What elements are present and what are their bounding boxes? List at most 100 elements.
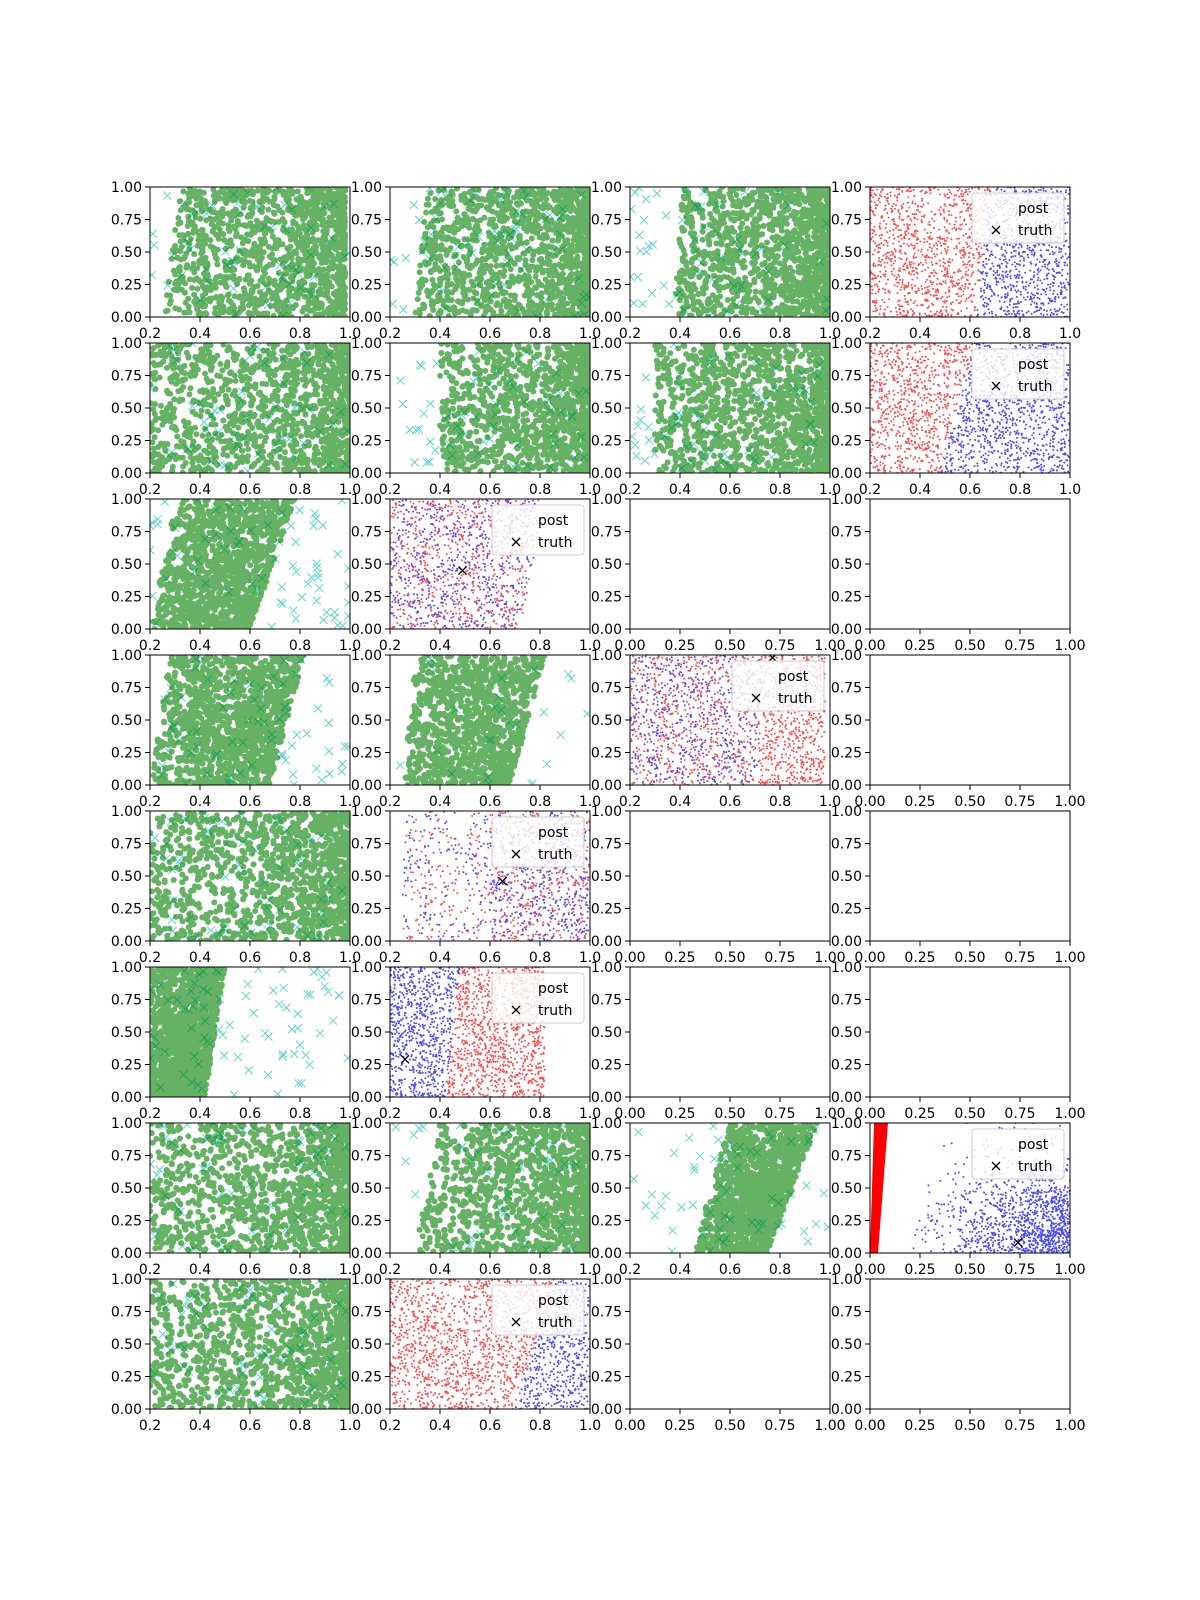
green-point xyxy=(719,187,726,191)
green-point xyxy=(249,198,256,205)
green-point xyxy=(502,245,509,252)
post-point xyxy=(1033,251,1036,254)
post-point xyxy=(871,236,874,239)
post-point xyxy=(891,253,894,256)
post-point xyxy=(874,292,877,295)
post-point xyxy=(900,286,903,289)
green-point xyxy=(789,198,796,205)
green-point xyxy=(501,193,508,200)
green-point xyxy=(533,197,540,204)
green-point xyxy=(256,198,263,205)
green-point xyxy=(578,262,585,269)
green-point xyxy=(502,289,509,296)
green-point xyxy=(180,188,187,195)
post-point xyxy=(930,210,933,213)
green-point xyxy=(754,312,761,317)
green-point xyxy=(801,245,808,252)
post-point xyxy=(911,244,914,247)
post-point xyxy=(1053,300,1056,303)
post-point xyxy=(944,243,947,246)
post-point xyxy=(990,310,993,313)
green-point xyxy=(760,308,767,315)
post-point xyxy=(1044,189,1047,192)
green-point xyxy=(271,257,278,264)
green-point xyxy=(168,255,175,262)
post-point xyxy=(1066,281,1069,284)
green-point xyxy=(808,302,815,309)
green-point xyxy=(254,187,261,194)
green-point xyxy=(286,292,293,299)
post-point xyxy=(1053,261,1056,264)
post-point xyxy=(996,244,999,247)
cyan-cross-point xyxy=(150,240,159,250)
green-point xyxy=(683,213,690,220)
green-point xyxy=(186,309,193,316)
green-point xyxy=(506,203,513,210)
post-point xyxy=(898,281,901,284)
post-point xyxy=(995,283,998,286)
green-point xyxy=(435,265,442,272)
green-point xyxy=(292,212,299,219)
green-point xyxy=(428,209,435,216)
green-point xyxy=(222,245,229,252)
green-point xyxy=(188,265,195,272)
green-point xyxy=(727,187,734,193)
green-point xyxy=(520,187,527,193)
green-point xyxy=(237,187,244,193)
green-point xyxy=(478,195,485,202)
green-point xyxy=(464,243,471,250)
green-point xyxy=(233,279,240,286)
green-point xyxy=(332,187,339,191)
post-point xyxy=(924,312,927,315)
green-point xyxy=(742,279,749,286)
green-point xyxy=(767,278,774,285)
green-point xyxy=(702,187,709,193)
green-point xyxy=(581,212,588,219)
green-point xyxy=(279,215,286,222)
green-point xyxy=(466,204,473,211)
post-point xyxy=(927,223,930,226)
green-point xyxy=(781,265,788,272)
green-point xyxy=(202,276,209,283)
green-point xyxy=(337,188,344,195)
post-point xyxy=(880,237,883,240)
post-point xyxy=(927,266,930,269)
post-point xyxy=(1049,297,1052,300)
green-point xyxy=(271,277,278,284)
green-point xyxy=(798,302,805,309)
green-point xyxy=(784,244,791,251)
green-point xyxy=(500,297,507,304)
post-point xyxy=(920,250,923,253)
green-point xyxy=(822,187,829,193)
green-point xyxy=(461,236,468,243)
green-point xyxy=(488,277,495,284)
post-point xyxy=(962,246,965,249)
post-point xyxy=(916,290,919,293)
green-point xyxy=(584,272,590,279)
x-tick-label: 0.4 xyxy=(429,326,451,342)
green-point xyxy=(466,251,473,258)
green-point xyxy=(780,290,787,297)
post-point xyxy=(921,197,924,200)
post-point xyxy=(890,258,893,261)
post-point xyxy=(962,293,965,296)
green-point xyxy=(825,230,830,237)
green-point xyxy=(473,307,480,314)
green-point xyxy=(744,225,751,232)
green-point xyxy=(766,212,773,219)
green-point xyxy=(516,302,523,309)
green-point xyxy=(791,257,798,264)
green-point xyxy=(235,220,242,227)
green-point xyxy=(435,233,442,240)
green-point xyxy=(568,202,575,209)
green-point xyxy=(329,265,336,272)
green-point xyxy=(223,200,230,207)
green-point xyxy=(741,283,748,290)
post-point xyxy=(905,230,908,233)
post-point xyxy=(936,244,939,247)
green-point xyxy=(250,252,257,259)
post-point xyxy=(941,237,944,240)
green-point xyxy=(330,239,337,246)
green-point xyxy=(340,220,347,227)
green-point xyxy=(332,256,339,263)
